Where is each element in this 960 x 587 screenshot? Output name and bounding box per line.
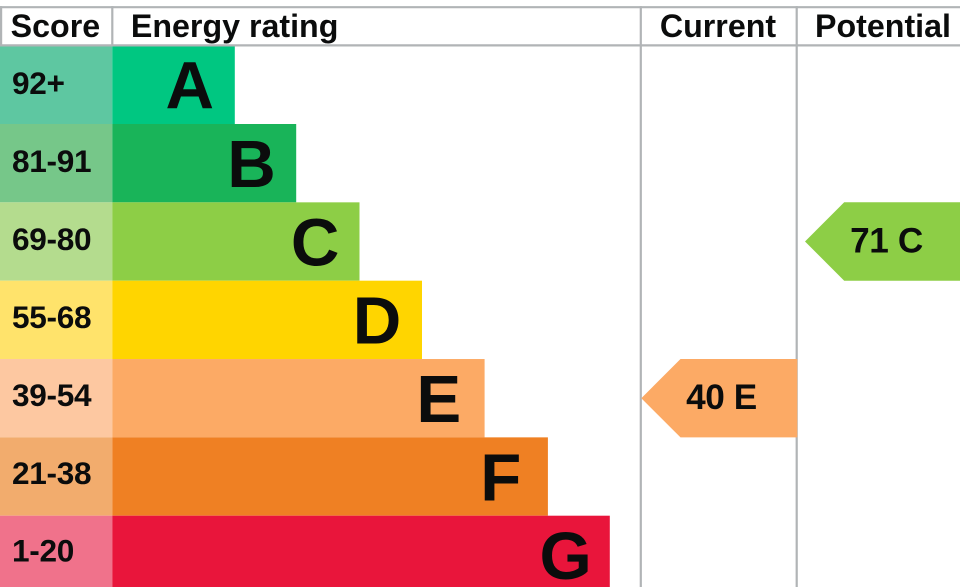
svg-text:G: G [539,519,591,587]
svg-text:A: A [166,49,215,124]
svg-text:D: D [353,284,402,359]
svg-text:Current: Current [660,8,777,44]
svg-text:Potential: Potential [815,8,951,44]
svg-text:1-20: 1-20 [12,532,74,568]
svg-text:55-68: 55-68 [12,299,91,335]
svg-text:21-38: 21-38 [12,455,91,491]
svg-text:92+: 92+ [12,65,65,101]
svg-text:C: C [291,205,340,280]
svg-text:B: B [227,127,276,202]
svg-text:F: F [480,440,521,515]
svg-text:40 E: 40 E [686,378,757,417]
svg-text:81-91: 81-91 [12,143,91,179]
svg-text:E: E [416,362,461,437]
svg-text:71 C: 71 C [850,221,923,260]
svg-text:69-80: 69-80 [12,221,91,257]
svg-text:39-54: 39-54 [12,377,92,413]
svg-text:Energy rating: Energy rating [131,8,338,44]
svg-text:Score: Score [11,8,100,44]
